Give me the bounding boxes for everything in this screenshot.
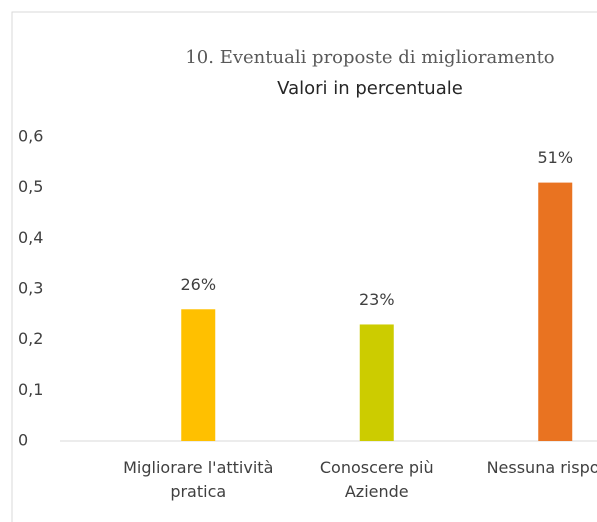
data-label: 51% <box>537 148 573 167</box>
bar <box>359 324 394 441</box>
y-tick-label: 0,2 <box>18 329 43 348</box>
chart-subtitle: Valori in percentuale <box>277 78 463 99</box>
y-tick-label: 0,3 <box>18 279 43 298</box>
y-tick-label: 0,4 <box>18 228 43 247</box>
chart-title: 10. Eventuali proposte di miglioramento <box>185 47 554 68</box>
x-tick-label-box: Migliorare l'attività pratica <box>123 458 274 501</box>
data-label: 23% <box>359 290 395 309</box>
y-tick-label: 0,5 <box>18 177 43 196</box>
y-tick-label: 0,6 <box>18 127 43 146</box>
x-tick-label: Conoscere più Aziende <box>319 458 434 501</box>
data-label: 26% <box>180 275 216 294</box>
y-tick-label: 0 <box>18 431 28 450</box>
chart-border <box>11 11 597 522</box>
y-tick-label: 0,1 <box>18 380 43 399</box>
bar <box>538 182 573 441</box>
x-tick-label-box: Nessuna risposta <box>486 458 597 477</box>
bar <box>181 309 216 441</box>
x-tick-label: Nessuna risposta <box>486 458 597 477</box>
x-tick-label: Migliorare l'attività pratica <box>123 458 274 501</box>
x-tick-label-box: Conoscere più Aziende <box>319 458 434 501</box>
